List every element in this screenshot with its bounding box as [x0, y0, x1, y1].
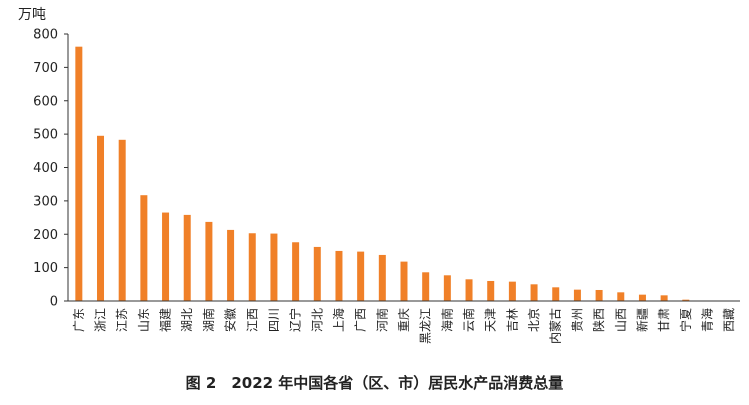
x-tick-label: 上海 — [331, 308, 346, 332]
bar — [422, 272, 430, 301]
x-tick-label: 山东 — [137, 308, 151, 332]
y-axis: 0 100 200 300 400 500 600 700 800 — [33, 28, 69, 310]
x-tick-label: 安徽 — [223, 308, 238, 332]
x-tick-label: 西藏 — [722, 308, 736, 332]
x-tick-label: 四川 — [267, 308, 281, 332]
x-tick-label: 重庆 — [397, 308, 411, 332]
bar — [443, 275, 451, 301]
x-tick-label: 江苏 — [115, 308, 129, 332]
bar — [465, 279, 473, 301]
bar — [183, 214, 191, 301]
x-tick-label: 陕西 — [591, 308, 606, 332]
bar — [227, 229, 235, 301]
x-tick-label: 贵州 — [570, 308, 584, 332]
bars — [75, 46, 733, 302]
bar — [638, 294, 646, 301]
y-tick-label: 500 — [33, 128, 58, 143]
bar — [248, 233, 256, 301]
x-tick-label: 新疆 — [634, 308, 649, 332]
bar — [530, 284, 538, 301]
bar — [595, 289, 603, 301]
bar — [508, 281, 516, 301]
bar-chart: 万吨 0100200300400500600700800 广东 浙江 江苏 山东 福建湖… — [18, 7, 740, 344]
y-tick-label: 200 — [33, 228, 58, 243]
x-tick-label: 浙江 — [94, 308, 108, 332]
x-tick-label: 福建 — [158, 308, 173, 332]
y-tick-label: 400 — [33, 161, 58, 176]
bar — [140, 195, 148, 301]
x-tick-label: 广西 — [354, 308, 368, 332]
x-tick-label: 黑龙江 — [419, 308, 433, 344]
bar — [660, 295, 668, 301]
y-tick-label: 300 — [33, 194, 58, 209]
y-axis-unit: 万吨 — [18, 7, 46, 23]
x-tick-label: 山西 — [614, 308, 628, 332]
bar — [552, 287, 560, 301]
x-tick-label: 天津 — [484, 308, 498, 332]
bar — [313, 246, 321, 301]
x-tick-label: 北京 — [527, 308, 541, 332]
x-tick-label: 内蒙古 — [548, 308, 563, 344]
x-axis: 广东 浙江 江苏 山东 福建 湖北 湖南 安徽 江西 四川 辽宁 河北 上海 广西 河南 重庆 黑龙江 海南 云南天… — [68, 300, 740, 344]
figure-caption: 图 2 2022 年中国各省（区、市）居民水产品消费总量 — [185, 374, 564, 392]
y-tick-label: 800 — [33, 28, 58, 43]
x-tick-label: 辽宁 — [288, 308, 303, 332]
x-tick-label: 甘肃 — [657, 308, 671, 332]
bar — [400, 261, 408, 301]
x-tick-label: 湖北 — [179, 308, 194, 332]
bar — [118, 139, 126, 301]
y-tick-label: 0 — [50, 295, 58, 310]
y-tick-label: 100 — [33, 261, 58, 276]
x-tick-label: 广东 — [72, 308, 86, 332]
bar — [75, 46, 83, 302]
bar — [357, 251, 365, 301]
y-tick-label: 600 — [33, 94, 58, 109]
x-tick-label: 云南 — [461, 308, 476, 332]
bar — [205, 221, 213, 301]
x-tick-label: 江西 — [245, 308, 259, 332]
x-tick-label: 河南 — [374, 308, 389, 332]
x-tick-label: 河北 — [310, 308, 324, 332]
bar — [617, 292, 625, 301]
bar — [162, 212, 170, 301]
x-tick-label: 海南 — [439, 308, 454, 332]
bar — [97, 135, 105, 301]
x-tick-label: 宁夏 — [678, 308, 693, 332]
x-tick-label: 吉林 — [505, 308, 519, 332]
bar — [292, 242, 300, 301]
x-tick-label: 青海 — [699, 308, 714, 332]
bar — [573, 289, 581, 301]
bar — [335, 250, 343, 301]
bar — [487, 280, 495, 301]
bar — [378, 254, 386, 301]
y-tick-label: 700 — [33, 61, 58, 76]
x-tick-label: 湖南 — [201, 308, 216, 332]
bar — [682, 299, 690, 301]
bar — [270, 233, 278, 301]
